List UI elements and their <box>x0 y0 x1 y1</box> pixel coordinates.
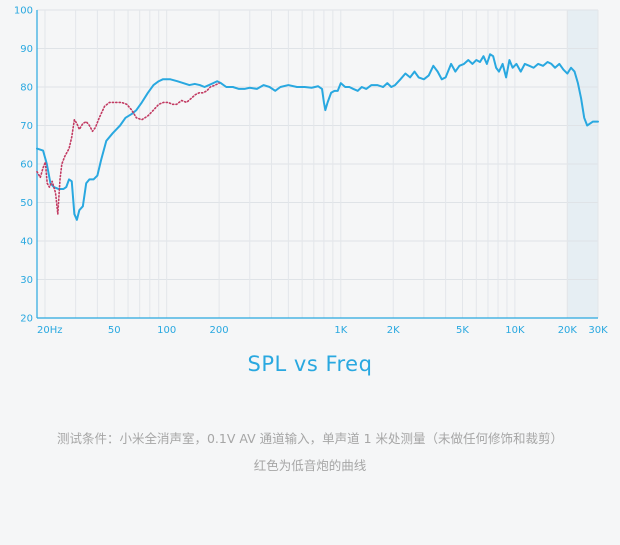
spl-curve-main <box>36 53 599 221</box>
y-tick-label: 80 <box>20 83 33 94</box>
x-tick-label: 1K <box>334 325 347 336</box>
y-tick-label: 100 <box>14 6 33 17</box>
x-tick-label: 20K <box>558 325 578 336</box>
y-tick-label: 90 <box>20 44 33 55</box>
y-tick-label: 60 <box>20 160 33 171</box>
x-tick-label: 10K <box>505 325 525 336</box>
x-tick-label: 100 <box>157 325 176 336</box>
spl-curve-subwoofer <box>36 82 220 215</box>
y-tick-label: 50 <box>20 198 33 209</box>
chart-title: SPL vs Freq <box>247 352 373 376</box>
x-tick-label: 200 <box>210 325 229 336</box>
y-tick-label: 70 <box>20 121 33 132</box>
subwoofer-note-caption: 红色为低音炮的曲线 <box>253 458 367 473</box>
x-tick-label: 50 <box>108 325 121 336</box>
chart-area: 20 30 40 50 60 70 80 90 100 20Hz 50 100 200 1K 2K 5K 10K… <box>14 6 608 337</box>
y-tick-label: 30 <box>20 275 33 286</box>
spl-frequency-chart: 20 30 40 50 60 70 80 90 100 20Hz 50 100 200 1K 2K 5K 10K… <box>14 6 608 337</box>
x-tick-label: 30K <box>588 325 608 336</box>
y-tick-label: 20 <box>20 314 33 325</box>
test-conditions-caption: 测试条件：小米全消声室，0.1V AV 通道输入，单声道 1 米处测量（未做任何… <box>56 431 564 446</box>
x-tick-label: 2K <box>387 325 400 336</box>
x-tick-label: 5K <box>456 325 469 336</box>
y-tick-label: 40 <box>20 237 33 248</box>
x-tick-label: 20Hz <box>37 325 63 336</box>
